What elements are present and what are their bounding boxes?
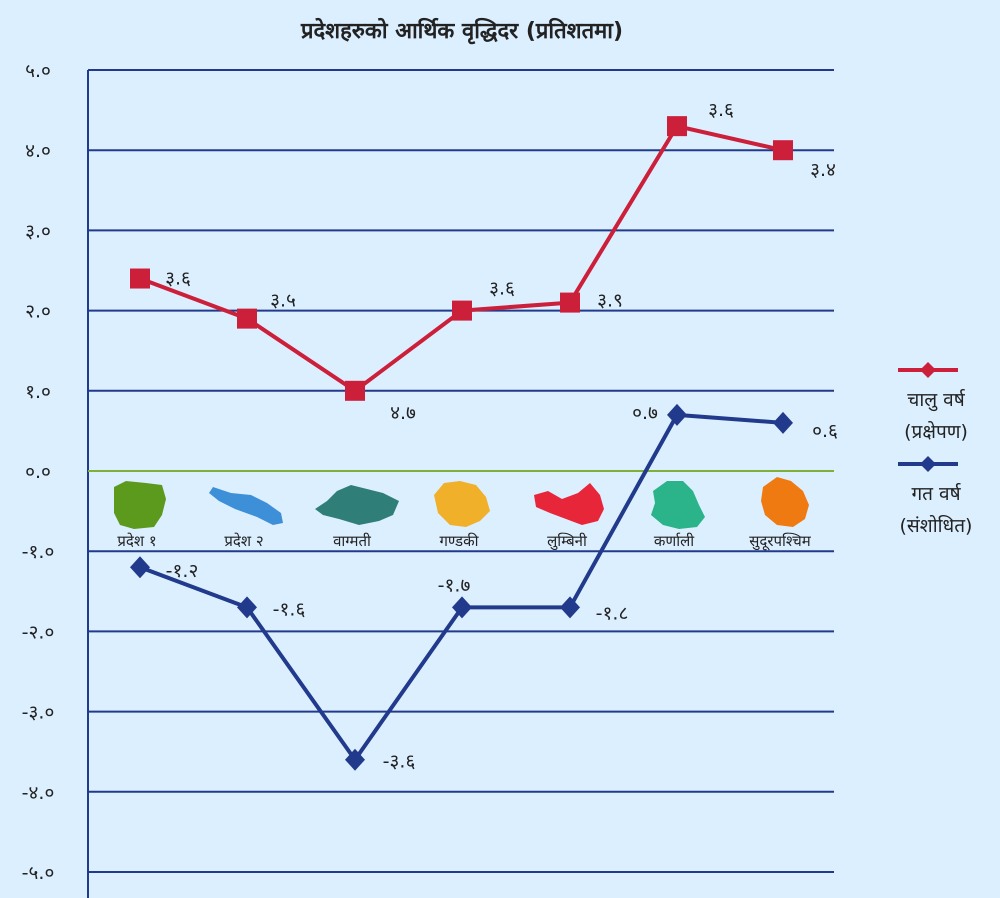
y-tick-label: -२.० xyxy=(22,621,55,643)
category-label: कर्णाली xyxy=(654,532,695,550)
category-map-1 xyxy=(114,481,166,529)
category-map-2 xyxy=(209,487,283,525)
y-tick-label: २.० xyxy=(25,301,51,323)
data-label: ३.५ xyxy=(270,290,296,312)
category-label: वाग्मती xyxy=(333,532,372,550)
province-map-shape xyxy=(761,477,809,527)
y-tick-label: ०.० xyxy=(25,461,51,483)
legend-marker-current xyxy=(920,362,936,378)
data-point-marker xyxy=(773,140,793,161)
series-line xyxy=(139,124,784,393)
data-label: -१.६ xyxy=(273,598,306,620)
data-point-marker xyxy=(667,403,687,426)
data-point-marker xyxy=(560,292,580,313)
category-label: प्रदेश १ xyxy=(117,532,156,550)
chart-title: प्रदेशहरुको आर्थिक वृद्धिदर (प्रतिशतमा) xyxy=(300,17,623,45)
data-label: ३.९ xyxy=(597,290,623,312)
category-label: लुम्बिनी xyxy=(547,532,588,551)
y-tick-label: -४.० xyxy=(22,782,55,804)
data-label: ३.६ xyxy=(708,99,734,121)
series-current-year: ३.६ ३.५ ४.७ ३.६ ३.९ ३.६ ३.४ xyxy=(130,99,836,424)
data-label: -१.८ xyxy=(596,602,629,624)
category-map-6 xyxy=(651,481,705,529)
province-map-shape xyxy=(114,481,166,529)
y-tick-label: ५.० xyxy=(25,60,51,82)
category-map-3 xyxy=(315,485,399,525)
data-label: ३.४ xyxy=(810,159,836,181)
category-map-5 xyxy=(534,483,604,525)
data-label: ४.७ xyxy=(390,402,416,424)
legend-marker-previous xyxy=(920,456,936,472)
data-label: -१.७ xyxy=(438,574,471,596)
province-map-shape xyxy=(209,487,283,525)
category-label: प्रदेश २ xyxy=(224,532,263,550)
category-map-4 xyxy=(434,481,490,527)
y-tick-label: ४.० xyxy=(25,140,51,162)
legend: चालु वर्ष (प्रक्षेपण) गत वर्ष (संशोधित) xyxy=(898,362,972,537)
data-label: -१.२ xyxy=(166,560,199,582)
data-point-marker xyxy=(237,596,257,619)
y-tick-label: -१.० xyxy=(22,541,55,563)
data-label: ३.६ xyxy=(165,268,191,290)
y-tick-label: -३.० xyxy=(22,702,55,724)
data-point-marker xyxy=(345,748,365,771)
data-label: ३.६ xyxy=(489,278,515,300)
province-map-shape xyxy=(315,485,399,525)
data-label: ०.७ xyxy=(632,402,658,424)
data-point-marker xyxy=(773,411,793,434)
data-point-marker xyxy=(452,300,472,321)
legend-label-current-2: (प्रक्षेपण) xyxy=(904,420,968,443)
legend-label-current-1: चालु वर्ष xyxy=(907,388,965,412)
data-point-marker xyxy=(237,308,257,329)
data-point-marker xyxy=(345,380,365,401)
data-point-marker xyxy=(667,116,687,137)
y-axis-ticks: ५.० ४.० ३.० २.० १.० ०.० -१.० -२.० -३.० -४.० -५.० xyxy=(22,60,55,884)
legend-label-previous-2: (संशोधित) xyxy=(900,514,973,537)
data-label: ०.६ xyxy=(812,420,838,442)
province-map-shape xyxy=(534,483,604,525)
data-point-marker xyxy=(452,596,472,619)
series-layer: ३.६३.५४.७३.६३.९३.६३.४-१.२-१.६-३.६-१.७-१.… xyxy=(130,99,838,773)
category-label: सुदूरपश्चिम xyxy=(749,532,812,551)
y-tick-label: -५.० xyxy=(22,862,55,884)
data-label: -३.६ xyxy=(383,751,416,773)
category-map-7 xyxy=(761,477,809,527)
series-previous-year: -१.२ -१.६ -३.६ -१.७ -१.८ ०.७ ०.६ xyxy=(130,402,838,773)
data-point-marker xyxy=(560,596,580,619)
data-point-marker xyxy=(130,268,150,289)
y-tick-label: १.० xyxy=(25,381,51,403)
province-map-shape xyxy=(434,481,490,527)
category-maps: प्रदेश १ प्रदेश २ वाग्मती गण्डकी लुम्बिनी कर्… xyxy=(114,477,812,551)
data-point-marker xyxy=(130,556,150,579)
y-tick-label: ३.० xyxy=(25,220,51,242)
province-map-shape xyxy=(651,481,705,529)
category-label: गण्डकी xyxy=(439,532,479,550)
legend-label-previous-1: गत वर्ष xyxy=(911,482,961,505)
